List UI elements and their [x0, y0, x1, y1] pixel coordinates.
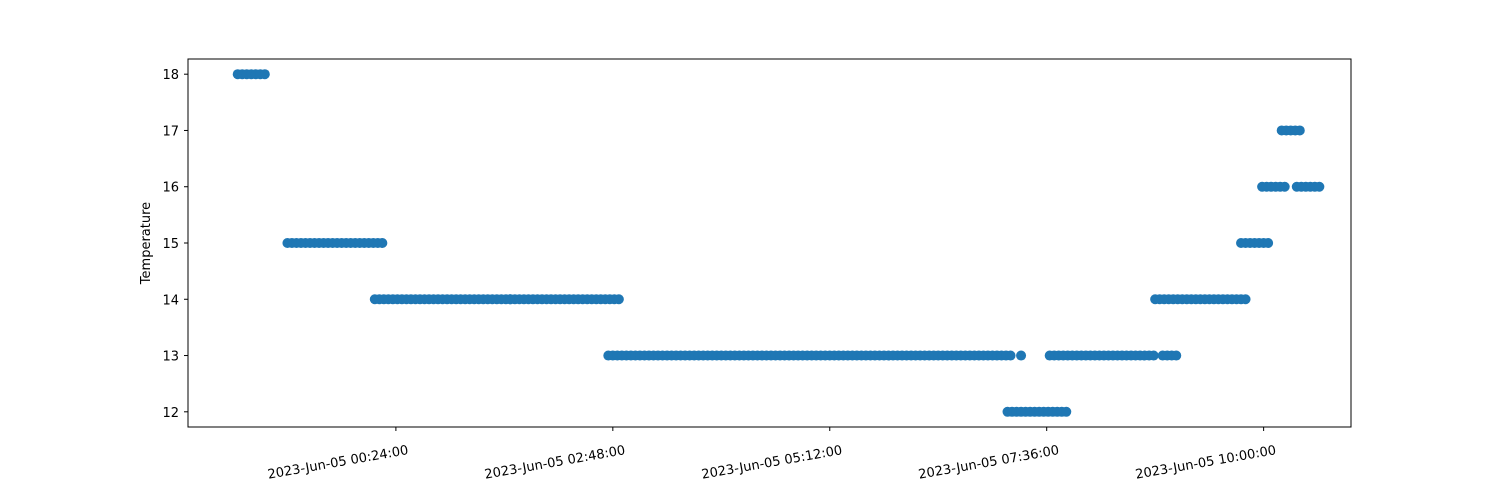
data-point	[1016, 350, 1027, 361]
data-point	[1061, 406, 1072, 417]
y-tick-label: 13	[162, 350, 179, 365]
data-point	[1314, 181, 1325, 192]
y-tick-label: 16	[162, 181, 179, 196]
y-tick-label: 18	[162, 68, 179, 83]
data-point	[1005, 350, 1016, 361]
data-point	[1171, 350, 1182, 361]
data-point	[613, 294, 624, 305]
y-axis: 12 13 14 15 16 17 18	[162, 68, 188, 421]
y-axis-label: Temperature	[139, 202, 154, 285]
y-tick-label: 15	[162, 237, 179, 252]
data-point	[1148, 350, 1159, 361]
data-point	[1263, 238, 1274, 248]
data-points	[232, 69, 1325, 417]
y-tick-label: 14	[162, 293, 179, 308]
data-point	[377, 238, 388, 248]
data-point	[259, 69, 270, 80]
data-point	[1294, 125, 1305, 136]
y-tick-label: 12	[162, 406, 179, 421]
y-tick-label: 17	[162, 124, 179, 139]
data-point	[1279, 181, 1290, 192]
data-point	[1240, 294, 1251, 305]
